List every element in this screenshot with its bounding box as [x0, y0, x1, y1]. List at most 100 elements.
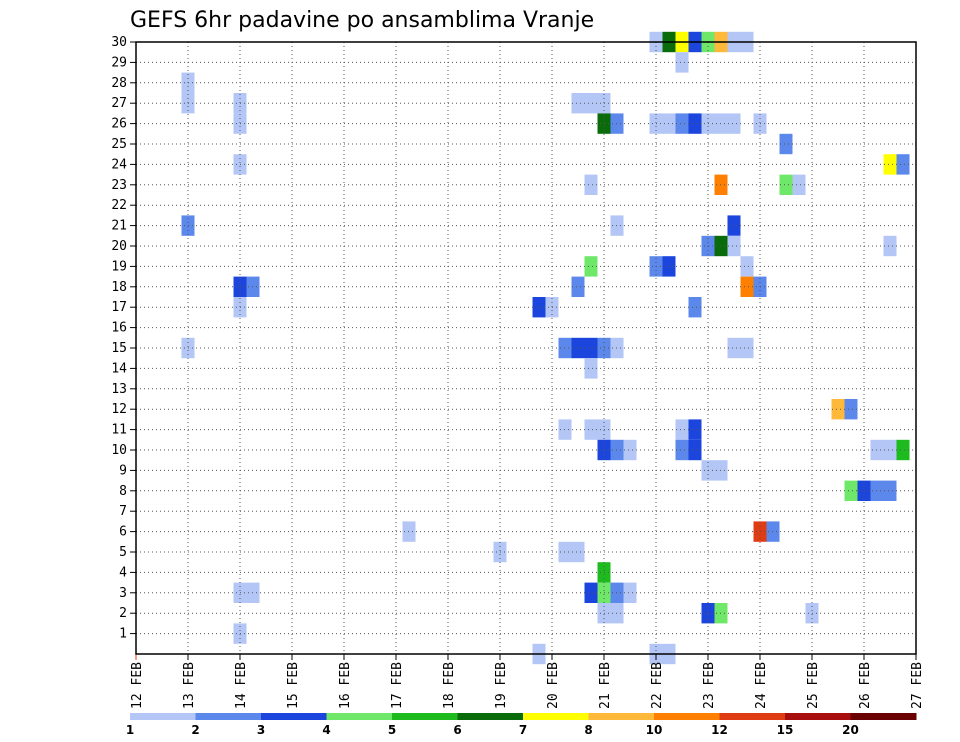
heatmap-cell [675, 113, 689, 134]
heatmap-cell [727, 215, 741, 236]
x-tick-label: 15 FEB [286, 662, 301, 709]
colorbar-label: 6 [453, 723, 461, 737]
y-tick-label: 9 [119, 463, 127, 478]
heatmap-cell [623, 582, 637, 603]
x-tick-label: 22 FEB [650, 662, 665, 709]
colorbar-swatch [719, 713, 786, 720]
y-tick-label: 17 [111, 300, 127, 315]
heatmap-cell [740, 276, 754, 297]
heatmap-cell [675, 52, 689, 73]
y-tick-label: 14 [111, 361, 127, 376]
colorbar-swatch [654, 713, 720, 720]
heatmap-cell [883, 235, 897, 257]
y-tick-label: 19 [111, 259, 127, 274]
x-tick-label: 21 FEB [598, 662, 613, 709]
y-tick-label: 2 [119, 606, 127, 621]
heatmap-cell [584, 358, 598, 379]
x-tick-label: 13 FEB [182, 662, 197, 709]
colorbar-swatch [392, 713, 458, 720]
heatmap-cell [584, 337, 598, 359]
colorbar-label: 7 [519, 723, 527, 737]
y-tick-label: 5 [119, 545, 127, 560]
heatmap-cell [688, 297, 702, 318]
colorbar: 1 2 3 4 5 6 7 8 10 12 15 20 [126, 713, 917, 737]
heatmap-cell [584, 582, 598, 603]
x-tick-label: 19 FEB [494, 662, 509, 709]
colorbar-swatch [588, 713, 655, 720]
colorbar-label: 2 [191, 723, 199, 737]
y-tick-label: 20 [111, 239, 127, 254]
y-tick-label: 26 [111, 117, 127, 132]
x-tick-label: 23 FEB [702, 662, 717, 709]
heatmap-cell [844, 480, 858, 501]
y-tick-label: 23 [111, 178, 127, 193]
heatmap-cell [779, 174, 793, 195]
y-tick-label: 22 [111, 198, 127, 213]
heatmap-cell [883, 439, 897, 461]
colorbar-label: 1 [126, 723, 134, 737]
x-tick-label: 24 FEB [754, 662, 769, 709]
heatmap-cell [584, 174, 598, 195]
heatmap-cell [740, 337, 754, 359]
y-tick-label: 10 [111, 443, 127, 458]
heatmap-cell [896, 154, 910, 175]
x-tick-label: 25 FEB [806, 662, 821, 709]
heatmap-cell [896, 439, 910, 461]
colorbar-label: 20 [842, 723, 859, 737]
heatmap-cell [688, 113, 702, 134]
heatmap-cell [571, 337, 585, 359]
heatmap-cell [675, 439, 689, 461]
colorbar-label: 8 [584, 723, 592, 737]
heatmap-cell [571, 541, 585, 563]
y-tick-label: 6 [119, 525, 127, 540]
x-tick-label: 27 FEB [910, 662, 925, 709]
heatmap-cell [792, 174, 806, 195]
heatmap-cell [688, 419, 702, 440]
x-tick-label: 12 FEB [130, 662, 145, 709]
y-tick-label: 29 [111, 55, 127, 70]
heatmap-cell [740, 256, 754, 277]
y-tick-label: 24 [111, 157, 127, 172]
x-tick-label: 14 FEB [234, 662, 249, 709]
colorbar-label: 12 [711, 723, 728, 737]
x-tick-label: 26 FEB [858, 662, 873, 709]
colorbar-swatch [130, 713, 196, 720]
heatmap-cell [532, 297, 546, 318]
heatmap-cell [779, 133, 793, 155]
y-tick-label: 1 [119, 627, 127, 642]
colorbar-swatch [457, 713, 524, 720]
y-tick-label: 13 [111, 382, 127, 397]
y-tick-label: 3 [119, 586, 127, 601]
colorbar-label: 3 [257, 723, 265, 737]
colorbar-label: 4 [322, 723, 330, 737]
heatmap-cells [181, 31, 910, 665]
heatmap-cell [675, 419, 689, 440]
heatmap-cell [883, 480, 897, 501]
y-tick-label: 11 [111, 423, 127, 438]
y-tick-label: 21 [111, 219, 127, 234]
colorbar-swatch [850, 713, 917, 720]
x-tick-label: 18 FEB [442, 662, 457, 709]
colorbar-label: 5 [388, 723, 396, 737]
x-tick-label: 20 FEB [546, 662, 561, 709]
heatmap-cell [584, 256, 598, 277]
heatmap-cell [727, 337, 741, 359]
y-axis-ticks: 1234567891011121314151617181920212223242… [111, 35, 136, 642]
y-tick-label: 25 [111, 137, 127, 152]
y-tick-label: 27 [111, 96, 127, 111]
plot-frame [135, 41, 917, 655]
y-tick-label: 7 [119, 504, 127, 519]
colorbar-swatch [326, 713, 393, 720]
y-tick-label: 16 [111, 321, 127, 336]
heatmap-cell [571, 276, 585, 297]
heatmap-cell [584, 419, 598, 440]
y-tick-label: 4 [119, 565, 127, 580]
colorbar-swatch [195, 713, 262, 720]
heatmap-cell [883, 154, 897, 175]
colorbar-label: 15 [777, 723, 794, 737]
gridlines [136, 41, 916, 654]
heatmap-cell [584, 93, 598, 114]
y-tick-label: 15 [111, 341, 127, 356]
colorbar-label: 10 [646, 723, 663, 737]
